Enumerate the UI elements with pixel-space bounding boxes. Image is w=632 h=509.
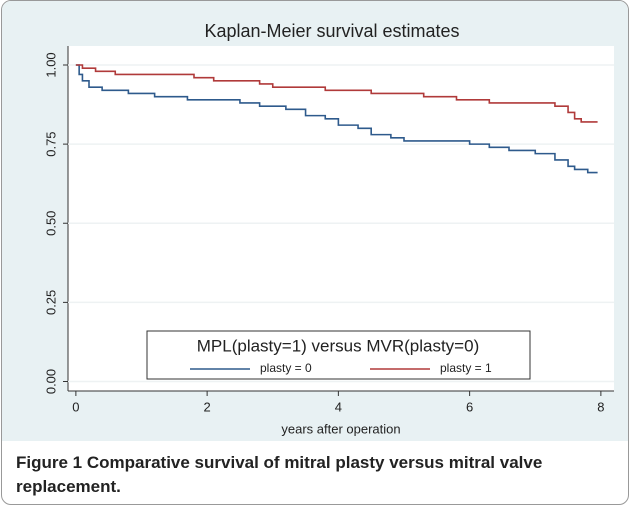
y-tick-label: 0.50 <box>43 211 58 236</box>
x-tick-label: 6 <box>466 399 473 414</box>
chart: Kaplan-Meier survival estimates years af… <box>2 1 628 441</box>
survival-curve <box>75 64 598 123</box>
caption-label: Figure 1 <box>16 453 83 472</box>
legend-label: plasty = 1 <box>440 361 492 375</box>
y-tick-label: 1.00 <box>43 52 58 77</box>
legend-box <box>146 330 531 380</box>
y-tick-label: 0.25 <box>43 290 58 315</box>
caption: Figure 1 Comparative survival of mitral … <box>16 451 616 499</box>
caption-text: Comparative survival of mitral plasty ve… <box>16 453 543 496</box>
chart-title: Kaplan-Meier survival estimates <box>204 21 459 41</box>
x-tick-label: 8 <box>597 399 604 414</box>
survival-curve <box>75 64 598 174</box>
legend-title: MPL(plasty=1) versus MVR(plasty=0) <box>197 336 479 355</box>
x-tick-label: 2 <box>204 399 211 414</box>
x-tick-label: 0 <box>72 399 79 414</box>
y-tick-label: 0.00 <box>43 369 58 394</box>
y-tick-label: 0.75 <box>43 131 58 156</box>
legend-label: plasty = 0 <box>260 361 312 375</box>
x-axis-label: years after operation <box>281 421 400 436</box>
x-tick-label: 4 <box>335 399 342 414</box>
